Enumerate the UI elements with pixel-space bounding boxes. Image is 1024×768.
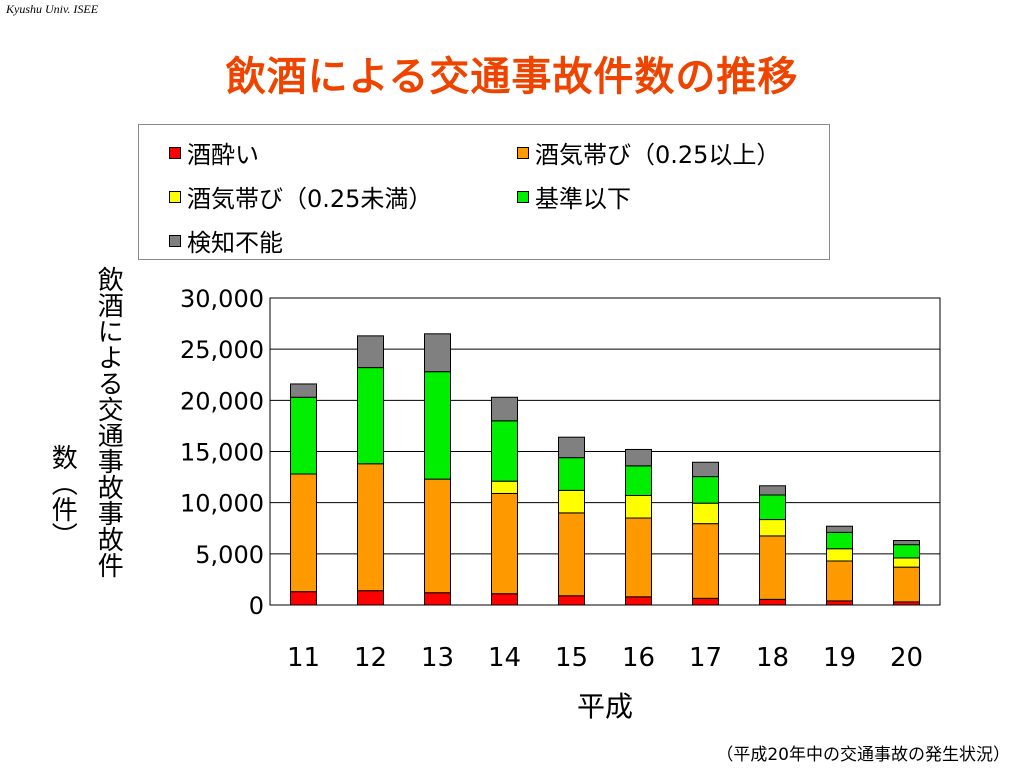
bar-segment-17-4 [692, 461, 719, 478]
bar-segment-15-1 [558, 512, 585, 597]
y-tick-label: 15,000 [180, 439, 264, 467]
bar-segment-13-3 [424, 371, 451, 480]
source-caption: （平成20年中の交通事故の発生状況） [716, 745, 1010, 765]
y-axis-title-line-1: 飲酒による交通事故事故件 [93, 266, 124, 578]
header-note: Kyushu Univ. ISEE [6, 2, 99, 16]
bar-segment-16-1 [625, 517, 652, 598]
bar-segment-19-0 [826, 600, 853, 606]
bar-segment-12-0 [357, 590, 384, 606]
legend-item-over-025: 酒気帯び（0.25以上） [517, 135, 780, 170]
x-tick-label: 17 [689, 643, 722, 673]
y-tick-label: 5,000 [195, 541, 264, 569]
x-tick-label: 15 [555, 643, 588, 673]
bar-segment-19-3 [826, 531, 853, 550]
plot-area [269, 297, 941, 606]
x-tick-label: 16 [622, 643, 655, 673]
y-tick-label: 0 [249, 592, 264, 620]
y-tick-label: 25,000 [180, 336, 264, 364]
bar-segment-18-2 [759, 519, 786, 537]
bar-segment-13-1 [424, 478, 451, 594]
bar-segment-16-3 [625, 465, 652, 497]
bar-segment-14-2 [491, 480, 518, 494]
bar-segment-13-4 [424, 333, 451, 373]
legend-item-under-025: 酒気帯び（0.25未満） [169, 179, 432, 214]
bar-segment-18-4 [759, 485, 786, 496]
bar-segment-17-0 [692, 597, 719, 606]
x-tick-label: 18 [756, 643, 789, 673]
x-tick-label: 14 [488, 643, 521, 673]
bar-segment-11-1 [290, 473, 317, 593]
x-tick-label: 19 [823, 643, 856, 673]
legend-item-undetectable: 検知不能 [169, 223, 283, 258]
bar-segment-19-4 [826, 525, 853, 533]
bar-segment-17-1 [692, 523, 719, 599]
legend-item-below-standard: 基準以下 [517, 179, 631, 214]
legend-swatch-undetectable [169, 234, 181, 247]
bar-segment-20-2 [893, 557, 920, 568]
x-tick-label: 13 [421, 643, 454, 673]
bar-segment-11-4 [290, 383, 317, 398]
bar-segment-14-0 [491, 593, 518, 606]
bar-segment-20-4 [893, 540, 920, 546]
legend-item-drunk: 酒酔い [169, 135, 259, 170]
bar-segment-18-3 [759, 494, 786, 521]
chart-legend: 酒酔い 酒気帯び（0.25以上） 酒気帯び（0.25未満） 基準以下 検知不能 [138, 124, 830, 260]
bar-segment-11-0 [290, 591, 317, 606]
slide-title: 飲酒による交通事故件数の推移 [225, 54, 799, 100]
bar-segment-14-4 [491, 396, 518, 422]
bar-segment-14-3 [491, 420, 518, 482]
x-tick-label: 11 [287, 643, 320, 673]
legend-swatch-under-025 [169, 190, 181, 203]
bar-segment-15-2 [558, 489, 585, 514]
y-tick-label: 10,000 [180, 490, 264, 518]
x-axis-title: 平成 [577, 690, 633, 723]
x-tick-label: 12 [354, 643, 387, 673]
bar-segment-17-3 [692, 476, 719, 504]
bar-segment-16-2 [625, 495, 652, 519]
legend-swatch-over-025 [517, 146, 529, 159]
bar-segment-17-2 [692, 502, 719, 525]
bar-segment-19-2 [826, 548, 853, 562]
bar-segment-12-3 [357, 367, 384, 465]
bar-segment-15-4 [558, 436, 585, 459]
legend-label-under-025: 酒気帯び（0.25未満） [187, 185, 433, 213]
legend-label-over-025: 酒気帯び（0.25以上） [535, 141, 781, 169]
bar-segment-15-3 [558, 457, 585, 491]
bar-segment-12-1 [357, 463, 384, 592]
y-tick-label: 20,000 [180, 387, 264, 415]
legend-label-drunk: 酒酔い [187, 141, 259, 169]
bar-segment-16-4 [625, 448, 652, 467]
bar-segment-13-0 [424, 592, 451, 606]
bar-segment-16-0 [625, 596, 652, 606]
bar-segment-14-1 [491, 492, 518, 595]
y-tick-label: 30,000 [180, 285, 264, 313]
legend-swatch-drunk [169, 146, 181, 159]
bar-segment-20-1 [893, 566, 920, 603]
bar-segment-12-4 [357, 335, 384, 369]
bar-segment-19-1 [826, 560, 853, 602]
x-tick-label: 20 [890, 643, 923, 673]
legend-swatch-below-standard [517, 190, 529, 203]
bar-segment-18-0 [759, 598, 786, 606]
bar-segment-20-3 [893, 544, 920, 559]
legend-label-undetectable: 検知不能 [187, 229, 283, 257]
bar-segment-18-1 [759, 535, 786, 600]
bar-segment-11-3 [290, 396, 317, 475]
legend-label-below-standard: 基準以下 [535, 185, 631, 213]
y-axis-title-line-2: 数（件） [47, 444, 78, 548]
bar-segment-15-0 [558, 595, 585, 606]
